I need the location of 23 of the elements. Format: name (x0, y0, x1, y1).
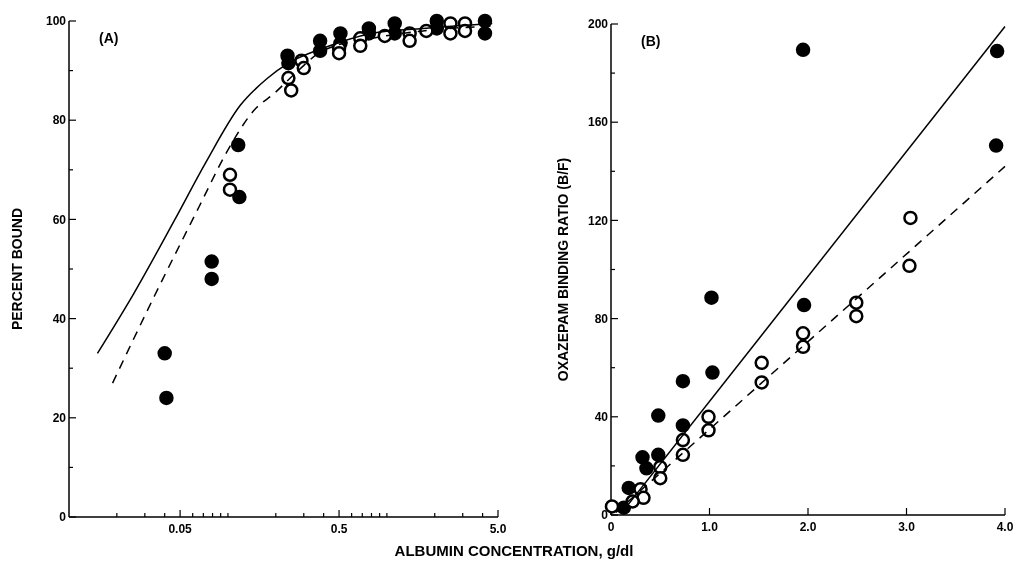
y-tick-label: 100 (45, 14, 67, 29)
y-tick-label: 120 (587, 213, 609, 228)
x-tick-label: 1.0 (701, 520, 719, 534)
y-tick-label: 40 (594, 410, 609, 424)
text: (A) (99, 30, 119, 46)
x-tick-label: 3.0 (898, 520, 916, 534)
y-axis-title: OXAZEPAM BINDING RATIO (B/F) (555, 157, 571, 382)
x-tick-label: 0.05 (168, 522, 193, 536)
y-tick-label: 80 (594, 311, 609, 326)
y-tick-label: 160 (587, 115, 609, 130)
y-tick-label: 60 (52, 212, 67, 227)
y-tick-label: 200 (587, 17, 609, 32)
text: (B) (641, 33, 661, 49)
y-tick-label: 40 (52, 311, 67, 326)
x-tick-label: 5.0 (489, 522, 507, 536)
y-tick-label: 20 (52, 411, 67, 425)
x-axis-title: ALBUMIN CONCENTRATION, g/dl (394, 542, 634, 559)
y-axis-title: PERCENT BOUND (9, 207, 25, 331)
x-tick-label: 0.5 (330, 522, 348, 536)
y-tick-label: 80 (52, 113, 67, 128)
y-tick-label: 0 (601, 508, 609, 523)
x-tick-label: 2.0 (799, 520, 817, 534)
x-tick-label: 4.0 (996, 520, 1014, 534)
